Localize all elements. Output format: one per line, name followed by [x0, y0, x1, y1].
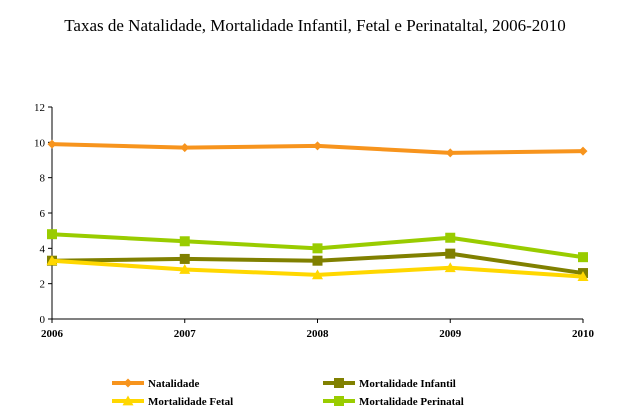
data-point-natalidade	[445, 148, 455, 158]
y-tick-label: 10	[34, 137, 46, 149]
data-point-natalidade	[313, 141, 322, 151]
y-tick-label: 4	[40, 243, 46, 255]
x-tick-label: 2010	[572, 328, 595, 340]
y-tick-label: 8	[40, 173, 46, 185]
data-point-mortalidade-infantil	[179, 253, 190, 264]
data-point-mortalidade-fetal	[46, 255, 58, 266]
y-tick-label: 2	[40, 279, 46, 291]
series-mortalidade-fetal	[46, 255, 589, 281]
data-point-mortalidade-fetal	[312, 269, 323, 280]
data-point-mortalidade-perinatal	[179, 236, 190, 247]
data-point-mortalidade-infantil	[445, 248, 456, 259]
legend-marker	[334, 396, 344, 406]
legend-label: Mortalidade Perinatal	[359, 396, 464, 408]
data-point-mortalidade-perinatal	[578, 252, 588, 263]
data-point-natalidade	[180, 143, 190, 153]
series-mortalidade-perinatal	[47, 229, 588, 263]
x-tick-label: 2008	[307, 328, 330, 340]
legend-label: Mortalidade Fetal	[148, 396, 233, 408]
y-tick-label: 6	[40, 208, 46, 220]
y-tick-label: 12	[34, 102, 45, 114]
data-point-mortalidade-fetal	[179, 264, 191, 274]
data-point-mortalidade-fetal	[444, 262, 456, 273]
x-tick-label: 2007	[174, 328, 197, 340]
x-tick-label: 2009	[439, 328, 462, 340]
legend-item-mortalidade-fetal: Mortalidade Fetal	[112, 395, 233, 408]
legend-item-natalidade: Natalidade	[112, 378, 199, 390]
data-point-mortalidade-perinatal	[47, 229, 57, 240]
data-point-mortalidade-perinatal	[312, 243, 323, 254]
legend-marker	[334, 378, 344, 388]
legend-item-mortalidade-infantil: Mortalidade Infantil	[323, 378, 456, 390]
legend-marker	[123, 378, 133, 388]
data-point-mortalidade-infantil	[312, 255, 323, 266]
legend-item-mortalidade-perinatal: Mortalidade Perinatal	[323, 396, 464, 408]
legend-label: Natalidade	[148, 378, 199, 390]
y-tick-label: 0	[40, 314, 46, 326]
data-point-mortalidade-perinatal	[445, 232, 456, 243]
legend-marker	[122, 395, 134, 406]
data-point-natalidade	[578, 146, 588, 156]
data-point-mortalidade-fetal	[577, 271, 589, 281]
series-natalidade	[47, 139, 588, 158]
x-tick-label: 2006	[41, 328, 64, 340]
legend-label: Mortalidade Infantil	[359, 378, 456, 390]
chart-title: Taxas de Natalidade, Mortalidade Infanti…	[64, 16, 566, 35]
data-point-natalidade	[47, 139, 57, 149]
